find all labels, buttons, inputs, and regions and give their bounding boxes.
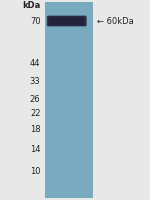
Text: 26: 26	[30, 95, 40, 104]
Text: 44: 44	[30, 58, 40, 68]
Text: 18: 18	[30, 126, 40, 134]
Text: kDa: kDa	[22, 0, 40, 9]
Text: ← 60kDa: ← 60kDa	[97, 17, 134, 25]
FancyBboxPatch shape	[48, 16, 86, 26]
FancyBboxPatch shape	[50, 17, 83, 25]
Text: 10: 10	[30, 166, 40, 176]
Text: 33: 33	[30, 77, 40, 86]
Text: 14: 14	[30, 144, 40, 154]
FancyBboxPatch shape	[53, 19, 81, 23]
FancyBboxPatch shape	[47, 16, 87, 26]
Text: 70: 70	[30, 17, 40, 25]
Text: 22: 22	[30, 108, 40, 117]
FancyBboxPatch shape	[52, 18, 82, 24]
Bar	[45, 2, 93, 198]
FancyBboxPatch shape	[49, 17, 84, 25]
